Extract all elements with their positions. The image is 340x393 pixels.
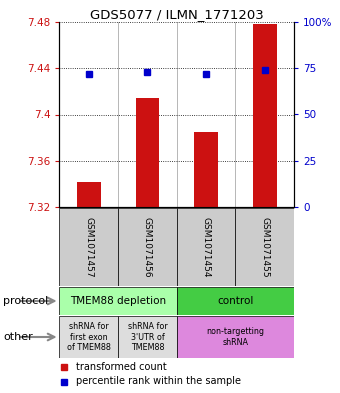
Text: GSM1071455: GSM1071455 [260, 217, 269, 277]
Bar [118, 316, 177, 358]
Text: percentile rank within the sample: percentile rank within the sample [76, 376, 241, 386]
Bar [235, 208, 294, 286]
Title: GDS5077 / ILMN_1771203: GDS5077 / ILMN_1771203 [90, 8, 264, 21]
Bar [177, 287, 294, 315]
Bar [177, 208, 235, 286]
Bar [136, 98, 159, 207]
Text: shRNA for
3'UTR of
TMEM88: shRNA for 3'UTR of TMEM88 [128, 322, 167, 352]
Text: protocol: protocol [3, 296, 49, 306]
Text: shRNA for
first exon
of TMEM88: shRNA for first exon of TMEM88 [67, 322, 111, 352]
Bar [253, 24, 276, 207]
Text: TMEM88 depletion: TMEM88 depletion [70, 296, 166, 306]
Text: non-targetting
shRNA: non-targetting shRNA [206, 327, 265, 347]
Bar [77, 182, 101, 207]
Text: GSM1071454: GSM1071454 [202, 217, 210, 277]
Text: GSM1071457: GSM1071457 [84, 217, 93, 277]
Text: control: control [217, 296, 254, 306]
Bar [59, 316, 118, 358]
Text: other: other [3, 332, 33, 342]
Bar [177, 316, 294, 358]
Bar [59, 208, 118, 286]
Text: GSM1071456: GSM1071456 [143, 217, 152, 277]
Bar [118, 208, 177, 286]
Bar [194, 132, 218, 207]
Text: transformed count: transformed count [76, 362, 167, 371]
Bar [59, 287, 177, 315]
